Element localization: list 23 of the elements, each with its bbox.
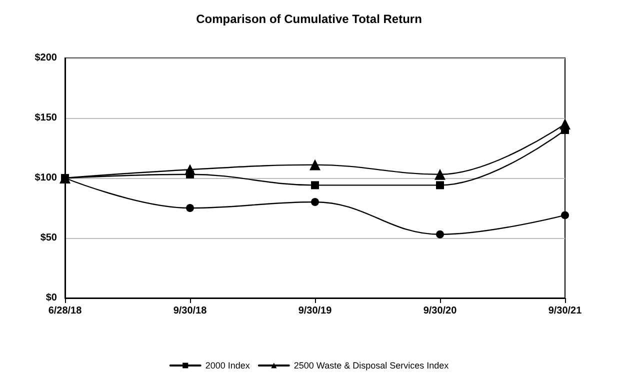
point — [186, 204, 194, 212]
y-tick-label: $150 — [34, 112, 58, 124]
y-tick-label: $0 — [46, 292, 58, 304]
point — [436, 181, 444, 190]
point — [436, 230, 444, 238]
point — [184, 164, 196, 176]
point — [434, 168, 446, 180]
x-tick-label: 9/30/19 — [298, 306, 332, 316]
point — [561, 211, 569, 220]
x-tick-label: 6/28/18 — [48, 306, 82, 316]
point — [311, 181, 319, 190]
y-tick-label: $100 — [34, 172, 58, 184]
chart-title: Comparison of Cumulative Total Return — [196, 12, 422, 26]
x-tick-label: 9/30/21 — [548, 306, 582, 316]
point — [310, 159, 320, 170]
legend-label: 2500 Waste & Disposal Services Index — [294, 360, 450, 370]
y-tick-label: $200 — [34, 52, 58, 64]
y-tick-label: $50 — [40, 232, 58, 244]
x-tick-label: 9/30/18 — [173, 306, 208, 316]
point — [560, 118, 570, 130]
x-tick-label: 9/30/20 — [423, 306, 458, 316]
legend-label: 2000 Index — [205, 360, 250, 370]
point — [311, 198, 319, 206]
